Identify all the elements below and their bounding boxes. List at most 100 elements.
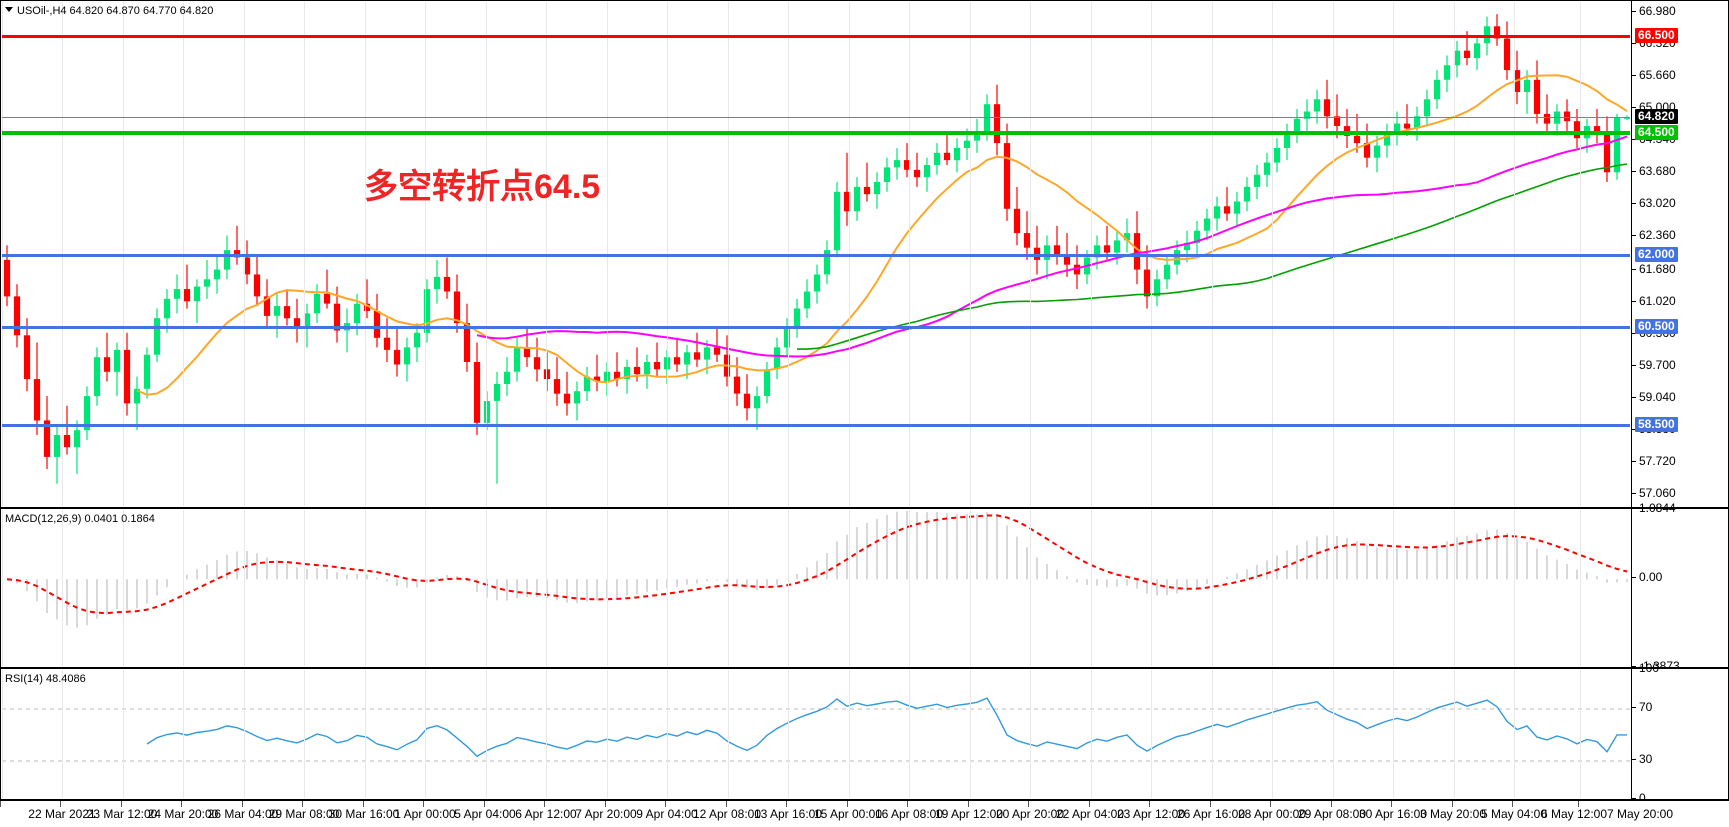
- vertical-gridline: [1333, 510, 1334, 666]
- price-level-badge[interactable]: 58.500: [1635, 416, 1678, 432]
- price-level-badge[interactable]: 66.500: [1635, 27, 1678, 43]
- tick-mark: [1632, 429, 1636, 431]
- time-axis[interactable]: 22 Mar 2021 23 Mar 12:00 24 Mar 20:00 26 Ma…: [0, 800, 1729, 827]
- time-tick-mark: [1512, 801, 1513, 807]
- chart-annotation-text: 多空转折点64.5: [364, 168, 601, 206]
- time-axis-label: 16 Apr 08:00: [874, 807, 944, 821]
- price-tick-label: 63.020: [1639, 196, 1676, 211]
- time-axis-label: 15 Apr 00:00: [813, 807, 883, 821]
- vertical-gridline: [1272, 510, 1273, 666]
- time-axis-label: 13 Apr 16:00: [753, 807, 823, 821]
- price-level-badge[interactable]: 64.500: [1635, 124, 1678, 140]
- vertical-gridline: [486, 670, 487, 798]
- time-tick-mark: [1028, 801, 1029, 807]
- tick-mark: [1632, 668, 1636, 669]
- rsi-axis[interactable]: 100 70 30 0: [1631, 661, 1728, 805]
- time-tick-mark: [0, 801, 1, 807]
- price-tick-label: 61.680: [1639, 261, 1676, 276]
- price-level-badge[interactable]: 64.820: [1635, 109, 1678, 125]
- tick-mark: [1632, 171, 1636, 173]
- tick-mark: [1632, 203, 1636, 205]
- time-axis-label: 1 Apr 00:00: [394, 807, 456, 821]
- vertical-gridline: [728, 670, 729, 798]
- time-axis-label: 6 May 12:00: [1540, 807, 1608, 821]
- vertical-gridline: [849, 670, 850, 798]
- price-level-badge[interactable]: 60.500: [1635, 319, 1678, 335]
- tick-mark: [1632, 666, 1636, 667]
- vertical-gridline: [788, 670, 789, 798]
- tick-mark: [1632, 577, 1636, 579]
- rsi-panel-header: RSI(14) 48.4086: [5, 673, 86, 685]
- time-tick-mark: [1149, 801, 1150, 807]
- time-tick-mark: [1210, 801, 1211, 807]
- macd-axis[interactable]: 1.0844 0.00 -1.3873: [1631, 501, 1728, 673]
- time-tick-mark: [302, 801, 303, 807]
- macd-panel: 1.0844 0.00 -1.3873 MACD(12,26,9) 0.0401 0…: [0, 501, 1729, 673]
- vertical-gridline: [1454, 670, 1455, 798]
- vertical-gridline: [607, 670, 608, 798]
- price-level-badge[interactable]: 62.000: [1635, 246, 1678, 262]
- vertical-gridline: [970, 670, 971, 798]
- vertical-gridline: [1212, 510, 1213, 666]
- level-line-resistance-66-500[interactable]: [2, 34, 1630, 38]
- vertical-gridline: [970, 510, 971, 666]
- vertical-gridline: [123, 670, 124, 798]
- price-tick-label: 59.040: [1639, 390, 1676, 404]
- price-axis[interactable]: 66.98066.32065.66065.00064.34063.68063.0…: [1631, 1, 1728, 507]
- vertical-gridline: [244, 670, 245, 798]
- time-axis-label: 26 Apr 16:00: [1176, 807, 1246, 821]
- time-tick-mark: [605, 801, 606, 807]
- time-tick-mark: [242, 801, 243, 807]
- time-tick-mark: [1331, 801, 1332, 807]
- price-panel-header: USOil-,H4 64.820 64.870 64.770 64.820: [17, 5, 214, 17]
- vertical-gridline: [1333, 670, 1334, 798]
- macd-plot-area[interactable]: [2, 510, 1630, 666]
- tick-mark: [1632, 107, 1636, 109]
- level-line-current-price-64-820[interactable]: [2, 117, 1630, 119]
- vertical-gridline: [1212, 670, 1213, 798]
- time-tick-mark: [1270, 801, 1271, 807]
- vertical-gridline: [1514, 670, 1515, 798]
- tick-mark: [1632, 397, 1636, 398]
- vertical-gridline: [788, 510, 789, 666]
- vertical-gridline: [546, 510, 547, 666]
- level-line-support-60-500[interactable]: [2, 326, 1630, 330]
- vertical-gridline: [1030, 670, 1031, 798]
- time-tick-mark: [60, 801, 61, 807]
- time-tick-mark: [968, 801, 969, 807]
- vertical-gridline: [1091, 670, 1092, 798]
- vertical-gridline: [304, 670, 305, 798]
- vertical-gridline: [62, 510, 63, 666]
- rsi-plot-area[interactable]: [2, 670, 1630, 798]
- triangle-down-icon[interactable]: [5, 7, 13, 12]
- vertical-gridline: [2, 510, 3, 666]
- vertical-gridline: [546, 670, 547, 798]
- tick-mark: [1632, 332, 1636, 334]
- price-tick-label: 65.660: [1639, 67, 1676, 82]
- tick-mark: [1632, 139, 1636, 141]
- time-tick-mark: [484, 801, 485, 807]
- vertical-gridline: [365, 510, 366, 666]
- vertical-gridline: [909, 510, 910, 666]
- level-line-support-58-500[interactable]: [2, 423, 1630, 427]
- vertical-gridline: [304, 510, 305, 666]
- tick-mark: [1632, 461, 1636, 463]
- tick-mark: [1632, 759, 1636, 760]
- vertical-gridline: [667, 510, 668, 666]
- vertical-gridline: [183, 670, 184, 798]
- level-line-pivot-64-500[interactable]: [2, 131, 1630, 136]
- time-tick-mark: [726, 801, 727, 807]
- price-plot-area[interactable]: [2, 2, 1630, 506]
- time-axis-label: 7 Apr 20:00: [575, 807, 637, 821]
- vertical-gridline: [1151, 670, 1152, 798]
- time-axis-label: 19 Apr 12:00: [934, 807, 1004, 821]
- time-axis-label: 23 Apr 12:00: [1116, 807, 1186, 821]
- time-tick-mark: [181, 801, 182, 807]
- price-tick-label: 61.020: [1639, 293, 1676, 308]
- tick-mark: [1632, 10, 1636, 12]
- time-tick-mark: [363, 801, 364, 807]
- price-panel: 66.98066.32065.66065.00064.34063.68063.0…: [0, 0, 1729, 508]
- tick-mark: [1632, 364, 1636, 366]
- rsi-series: [2, 697, 1630, 762]
- level-line-support-62-000[interactable]: [2, 253, 1630, 257]
